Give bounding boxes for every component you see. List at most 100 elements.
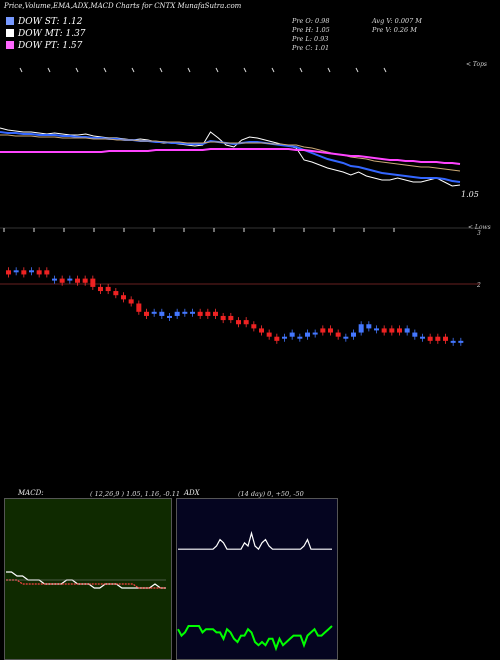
- candle-body: [450, 340, 456, 343]
- chart-header: Price,Volume,EMA,ADX,MACD Charts for CNT…: [4, 2, 242, 10]
- candle-body: [29, 270, 34, 273]
- candle-body: [98, 286, 103, 292]
- candle-body: [205, 311, 211, 316]
- legend-label-pt: DOW PT: 1.57: [18, 41, 83, 51]
- stat-pre-high: Pre H: 1.05: [292, 26, 330, 34]
- candle-body: [266, 332, 272, 337]
- candle-body: [44, 270, 50, 275]
- top-marker: [271, 67, 275, 73]
- stat-pre-open: Pre O: 0.98: [292, 17, 330, 25]
- candle-body: [374, 328, 379, 331]
- candle-body: [128, 299, 134, 304]
- candle-body: [320, 328, 326, 333]
- candle-body: [289, 332, 295, 337]
- candle-body: [435, 336, 441, 341]
- candle-body: [259, 328, 264, 333]
- candle-body: [151, 311, 157, 314]
- last-price-label: 1.05: [461, 190, 479, 199]
- adx-line-0: [178, 530, 332, 551]
- macd-title: MACD:: [18, 489, 44, 497]
- ema-line-2: [0, 134, 461, 172]
- candle-body: [251, 324, 257, 329]
- candle-body: [213, 311, 218, 316]
- lows-label: < Lows: [468, 224, 491, 231]
- candle-body: [282, 336, 287, 339]
- top-marker: [47, 67, 51, 73]
- macd-params: ( 12,26,9 ) 1.05, 1.16, -0.11: [90, 490, 180, 498]
- top-marker: [19, 67, 23, 73]
- top-marker: [327, 67, 331, 73]
- candle-body: [412, 332, 418, 337]
- legend-dow-pt: DOW PT: 1.57: [6, 41, 82, 51]
- legend-swatch-mt: [6, 29, 14, 37]
- candle-body: [6, 270, 11, 275]
- macd-line-1: [6, 579, 166, 589]
- adx-params: (14 day) 0, +50, -50: [238, 490, 304, 498]
- candle-body: [113, 291, 119, 296]
- candle-body: [59, 278, 65, 283]
- legend-dow-mt: DOW MT: 1.37: [6, 29, 86, 39]
- candle-body: [366, 324, 372, 329]
- top-marker: [75, 67, 79, 73]
- top-marker: [159, 67, 163, 73]
- candle-body: [105, 286, 111, 292]
- candle-body: [228, 315, 234, 321]
- candle-body: [90, 278, 96, 287]
- candle-body: [36, 270, 42, 275]
- candle-body: [297, 336, 303, 339]
- stat-avg-volume: Avg V: 0.007 M: [372, 17, 422, 25]
- candle-body: [182, 311, 188, 314]
- candle-body: [274, 336, 280, 341]
- candle-body: [174, 311, 180, 316]
- candle-body: [328, 328, 333, 333]
- scale-label-mid: 2: [477, 282, 481, 289]
- candle-body: [343, 336, 349, 339]
- candle-body: [312, 332, 318, 335]
- legend-label-st: DOW ST: 1.12: [18, 17, 83, 27]
- candle-body: [82, 278, 88, 283]
- candle-body: [159, 311, 165, 316]
- ema-line-3: [0, 148, 461, 165]
- candle-body: [397, 328, 402, 333]
- candle-body: [52, 278, 57, 281]
- candle-body: [443, 336, 448, 341]
- candle-body: [389, 328, 395, 333]
- candle-body: [420, 336, 425, 339]
- candle-body: [121, 295, 126, 300]
- tops-label: < Tops: [466, 61, 488, 68]
- candle-body: [75, 278, 80, 283]
- top-marker: [187, 67, 191, 73]
- candle-body: [404, 328, 410, 333]
- candle-body: [358, 324, 364, 333]
- top-marker: [299, 67, 303, 73]
- legend-label-mt: DOW MT: 1.37: [18, 29, 86, 39]
- legend-swatch-st: [6, 17, 14, 25]
- macd-panel: [4, 498, 172, 660]
- candle-body: [190, 311, 195, 314]
- legend-dow-st: DOW ST: 1.12: [6, 17, 83, 27]
- candle-body: [220, 315, 226, 321]
- candle-body: [305, 332, 310, 337]
- adx-line-1: [177, 625, 333, 652]
- top-marker: [355, 67, 359, 73]
- candle-body: [427, 336, 433, 341]
- candle-body: [144, 311, 149, 316]
- candle-body: [381, 328, 387, 333]
- scale-label-top: 3: [477, 230, 481, 237]
- candle-body: [458, 340, 464, 343]
- candle-body: [236, 320, 241, 325]
- candle-body: [243, 320, 249, 325]
- stat-pre-close: Pre C: 1.01: [292, 44, 330, 52]
- legend-swatch-pt: [6, 41, 14, 49]
- top-marker: [215, 67, 219, 73]
- candle-body: [197, 311, 203, 316]
- candle-body: [21, 270, 27, 275]
- candle-body: [13, 270, 19, 273]
- candle-body: [335, 332, 341, 337]
- stat-pre-low: Pre L: 0.93: [292, 35, 329, 43]
- ema-line-0: [0, 127, 461, 187]
- candle-body: [167, 315, 172, 318]
- candle-body: [351, 332, 356, 337]
